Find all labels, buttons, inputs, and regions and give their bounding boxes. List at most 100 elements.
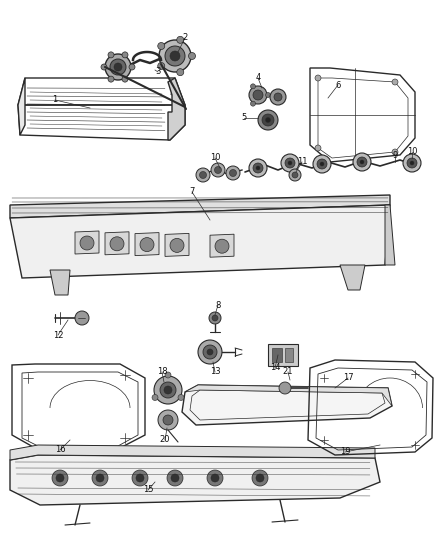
- Circle shape: [215, 239, 229, 253]
- Circle shape: [292, 172, 298, 178]
- Circle shape: [80, 236, 94, 250]
- Circle shape: [105, 54, 131, 80]
- Circle shape: [171, 474, 179, 482]
- Circle shape: [360, 160, 364, 164]
- Circle shape: [207, 470, 223, 486]
- Polygon shape: [210, 234, 234, 257]
- Polygon shape: [10, 205, 390, 278]
- Circle shape: [274, 93, 282, 101]
- Text: 10: 10: [210, 154, 220, 163]
- Circle shape: [253, 163, 263, 173]
- Circle shape: [92, 470, 108, 486]
- Polygon shape: [185, 385, 392, 406]
- Circle shape: [313, 155, 331, 173]
- Text: 7: 7: [189, 188, 194, 197]
- Circle shape: [226, 166, 240, 180]
- Circle shape: [152, 394, 158, 400]
- Circle shape: [265, 117, 271, 123]
- Text: 1: 1: [53, 95, 58, 104]
- Circle shape: [114, 63, 122, 71]
- Circle shape: [165, 46, 185, 66]
- Circle shape: [279, 382, 291, 394]
- Circle shape: [158, 62, 165, 69]
- Text: 2: 2: [182, 34, 187, 43]
- Circle shape: [170, 51, 180, 61]
- Circle shape: [215, 166, 222, 174]
- Text: 16: 16: [55, 446, 65, 455]
- Circle shape: [158, 43, 165, 50]
- Circle shape: [129, 64, 135, 70]
- Circle shape: [230, 169, 237, 176]
- Circle shape: [357, 157, 367, 167]
- Circle shape: [101, 64, 107, 70]
- Circle shape: [211, 163, 225, 177]
- Bar: [272, 348, 282, 362]
- Text: 17: 17: [343, 374, 353, 383]
- Circle shape: [285, 158, 295, 168]
- Text: 5: 5: [241, 114, 247, 123]
- Circle shape: [256, 474, 264, 482]
- Circle shape: [209, 312, 221, 324]
- Circle shape: [407, 158, 417, 168]
- Circle shape: [256, 166, 260, 170]
- Circle shape: [196, 168, 210, 182]
- Circle shape: [96, 474, 104, 482]
- Circle shape: [207, 349, 213, 355]
- Circle shape: [320, 162, 324, 166]
- Text: 21: 21: [283, 367, 293, 376]
- Text: 15: 15: [143, 486, 153, 495]
- Circle shape: [251, 84, 255, 89]
- Bar: [268, 344, 298, 366]
- Polygon shape: [385, 205, 395, 265]
- Text: 12: 12: [53, 330, 63, 340]
- Circle shape: [108, 52, 114, 58]
- Circle shape: [108, 76, 114, 82]
- Circle shape: [170, 238, 184, 253]
- Circle shape: [132, 470, 148, 486]
- Circle shape: [281, 154, 299, 172]
- Text: 13: 13: [210, 367, 220, 376]
- Circle shape: [315, 75, 321, 81]
- Text: 9: 9: [392, 150, 398, 159]
- Circle shape: [160, 382, 176, 398]
- Text: 4: 4: [255, 74, 261, 83]
- Polygon shape: [75, 231, 99, 254]
- Text: 20: 20: [160, 435, 170, 445]
- Polygon shape: [18, 78, 25, 135]
- Circle shape: [252, 470, 268, 486]
- Circle shape: [315, 145, 321, 151]
- Text: 18: 18: [157, 367, 167, 376]
- Text: 19: 19: [340, 448, 350, 456]
- Circle shape: [410, 161, 414, 165]
- Text: 11: 11: [297, 157, 307, 166]
- Circle shape: [249, 159, 267, 177]
- Circle shape: [154, 376, 182, 404]
- Text: 6: 6: [336, 80, 341, 90]
- Polygon shape: [10, 455, 380, 505]
- Circle shape: [392, 149, 398, 155]
- Circle shape: [110, 59, 126, 75]
- Bar: [285, 348, 293, 362]
- Circle shape: [211, 474, 219, 482]
- Circle shape: [270, 89, 286, 105]
- Circle shape: [253, 90, 263, 100]
- Circle shape: [52, 470, 68, 486]
- Circle shape: [212, 315, 218, 321]
- Circle shape: [203, 345, 217, 359]
- Circle shape: [140, 238, 154, 252]
- Circle shape: [251, 101, 255, 106]
- Text: 10: 10: [407, 148, 417, 157]
- Polygon shape: [50, 270, 70, 295]
- Polygon shape: [135, 232, 159, 256]
- Circle shape: [199, 172, 206, 179]
- Circle shape: [289, 169, 301, 181]
- Circle shape: [392, 79, 398, 85]
- Circle shape: [163, 415, 173, 425]
- Polygon shape: [182, 385, 392, 425]
- Polygon shape: [10, 195, 390, 218]
- Circle shape: [177, 69, 184, 76]
- Polygon shape: [10, 445, 375, 460]
- Circle shape: [317, 159, 327, 169]
- Circle shape: [122, 52, 128, 58]
- Circle shape: [110, 237, 124, 251]
